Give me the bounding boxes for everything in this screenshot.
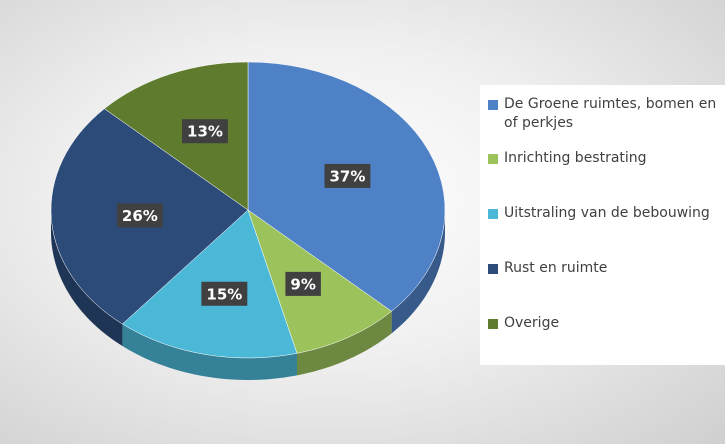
data-label: 37% (324, 163, 371, 188)
slice-side (51, 210, 123, 347)
legend-entry: Inrichting bestrating (488, 149, 725, 168)
legend-swatch (488, 319, 498, 329)
data-label-box (324, 163, 371, 188)
legend-entry: Uitstraling van de bebouwing (488, 204, 725, 223)
data-label-box (116, 203, 163, 228)
data-label-box (201, 281, 248, 306)
legend-label: Inrichting bestrating (504, 150, 647, 166)
slice (103, 61, 249, 211)
data-label-text: 26% (122, 207, 158, 225)
legend-label: Uitstraling van de bebouwing (504, 205, 710, 221)
pie: 37% 9% 15% 26% 13% (50, 61, 446, 380)
data-label-text: 13% (187, 123, 223, 141)
legend-entry: De Groene ruimtes, bomen en of perkjes (488, 95, 725, 133)
legend-label: Overige (504, 315, 560, 331)
legend: De Groene ruimtes, bomen en of perkjes In… (480, 85, 725, 365)
data-label: 13% (182, 119, 228, 144)
legend-entry: Rust en ruimte (488, 259, 725, 278)
legend-swatch (488, 100, 498, 110)
data-label-text: 15% (206, 285, 242, 303)
data-label-text: 9% (290, 275, 315, 293)
data-label-box (285, 271, 321, 296)
data-label: 9% (285, 271, 321, 296)
legend-swatch (488, 154, 498, 164)
legend-swatch (488, 264, 498, 274)
legend-label: Rust en ruimte (504, 260, 608, 276)
slice-side (391, 210, 445, 334)
data-label: 26% (116, 203, 163, 228)
data-label-box (182, 119, 228, 144)
data-label-text: 37% (329, 167, 365, 185)
data-label: 15% (201, 281, 248, 306)
slice-side (122, 324, 297, 380)
legend-label: De Groene ruimtes, bomen en of perkjes (504, 96, 717, 131)
legend-swatch (488, 209, 498, 219)
legend-entry: Overige (488, 314, 725, 333)
slice-side (296, 311, 392, 376)
